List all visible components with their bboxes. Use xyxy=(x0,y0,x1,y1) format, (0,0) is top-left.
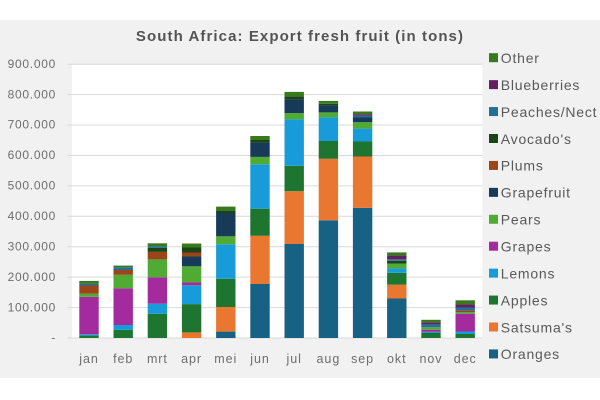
svg-text:jul: jul xyxy=(286,352,302,366)
svg-text:-: - xyxy=(51,331,56,345)
svg-text:Pears: Pears xyxy=(501,212,541,228)
svg-text:mrt: mrt xyxy=(147,352,168,366)
svg-text:900.000: 900.000 xyxy=(8,57,56,71)
svg-text:Satsuma's: Satsuma's xyxy=(501,319,573,335)
svg-text:apr: apr xyxy=(181,352,202,366)
svg-text:200.000: 200.000 xyxy=(8,270,56,284)
svg-text:300.000: 300.000 xyxy=(8,239,56,253)
svg-text:Apples: Apples xyxy=(501,292,549,308)
svg-text:500.000: 500.000 xyxy=(8,179,56,193)
svg-text:Other: Other xyxy=(501,50,540,66)
svg-text:feb: feb xyxy=(113,352,133,366)
svg-text:mei: mei xyxy=(214,352,237,366)
svg-text:nov: nov xyxy=(419,352,442,366)
svg-text:700.000: 700.000 xyxy=(8,118,56,132)
svg-text:Avocado's: Avocado's xyxy=(501,131,572,147)
svg-text:Grapefruit: Grapefruit xyxy=(501,185,571,201)
svg-text:Blueberries: Blueberries xyxy=(501,77,580,93)
svg-text:Lemons: Lemons xyxy=(501,265,556,281)
svg-text:aug: aug xyxy=(317,352,341,366)
svg-text:Plums: Plums xyxy=(501,158,544,174)
svg-text:100.000: 100.000 xyxy=(8,300,56,314)
svg-text:okt: okt xyxy=(387,352,407,366)
svg-text:400.000: 400.000 xyxy=(8,209,56,223)
svg-text:jun: jun xyxy=(249,352,270,366)
svg-text:Peaches/Nect: Peaches/Nect xyxy=(501,104,598,120)
svg-text:South Africa: Export fresh fru: South Africa: Export fresh fruit (in ton… xyxy=(136,28,464,45)
svg-text:Oranges: Oranges xyxy=(501,346,560,362)
svg-text:600.000: 600.000 xyxy=(8,148,56,162)
svg-text:jan: jan xyxy=(78,352,99,366)
svg-text:800.000: 800.000 xyxy=(8,87,56,101)
svg-text:sep: sep xyxy=(351,352,374,366)
svg-text:dec: dec xyxy=(454,352,477,366)
svg-text:Grapes: Grapes xyxy=(501,239,552,255)
